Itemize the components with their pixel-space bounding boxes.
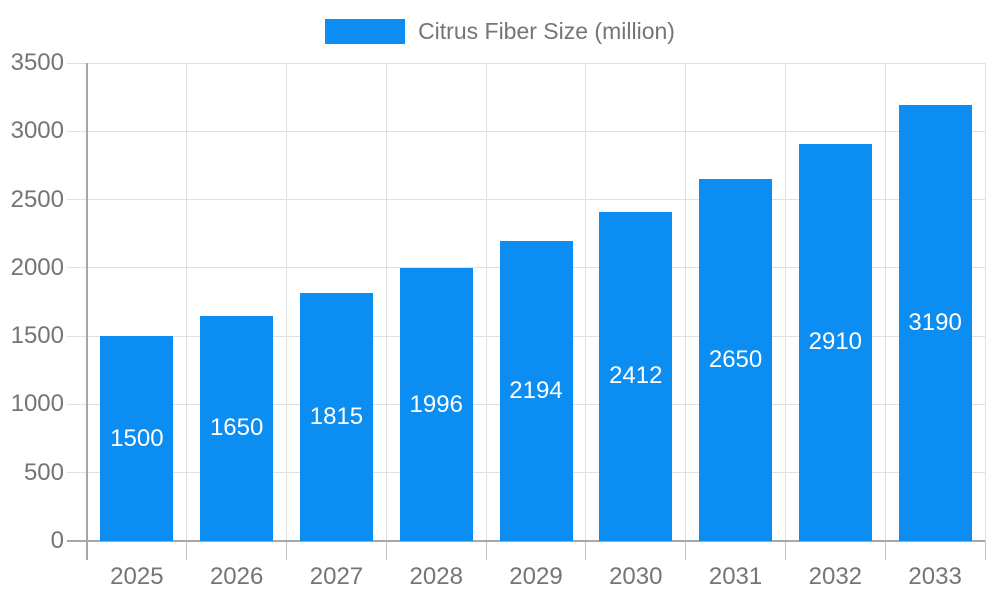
bar-value-label: 1500	[110, 424, 164, 452]
bar-value-label: 3190	[908, 309, 962, 337]
x-gridline	[984, 63, 986, 541]
legend-swatch	[325, 19, 406, 44]
bar	[399, 268, 473, 541]
x-tick-label: 2025	[110, 563, 164, 590]
x-tick-mark	[784, 541, 786, 560]
x-tick-mark	[286, 541, 288, 560]
y-tick-label: 2000	[10, 253, 64, 281]
x-tick-mark	[385, 541, 387, 560]
x-tick-label: 2028	[409, 563, 463, 590]
y-gridline	[67, 199, 985, 201]
bar	[200, 315, 274, 541]
x-axis-line	[67, 540, 985, 542]
bar	[898, 105, 972, 541]
y-tick-label: 500	[23, 458, 64, 486]
legend: Citrus Fiber Size (million)	[0, 19, 1000, 44]
bar	[798, 143, 872, 541]
x-tick-label: 2026	[209, 563, 264, 590]
bar-value-label: 2194	[509, 377, 563, 405]
y-gridline	[67, 62, 985, 64]
x-gridline	[884, 63, 886, 541]
bar-value-label: 1650	[209, 414, 264, 442]
x-tick-label: 2031	[708, 563, 763, 590]
x-gridline	[685, 63, 687, 541]
bar-value-label: 2650	[708, 346, 763, 374]
x-tick-mark	[485, 541, 487, 560]
x-tick-mark	[884, 541, 886, 560]
x-gridline	[485, 63, 487, 541]
y-tick-label: 3500	[10, 49, 64, 76]
y-tick-label: 1000	[10, 390, 64, 418]
x-gridline	[385, 63, 387, 541]
x-gridline	[186, 63, 188, 541]
x-tick-mark	[186, 541, 188, 560]
bar	[499, 241, 573, 541]
x-tick-label: 2030	[609, 563, 663, 590]
x-tick-label: 2029	[509, 563, 563, 590]
x-gridline	[286, 63, 288, 541]
bar	[599, 211, 673, 541]
bar	[699, 179, 773, 541]
y-tick-label: 3000	[10, 117, 64, 145]
y-axis-line	[86, 63, 88, 560]
legend-label: Citrus Fiber Size (million)	[418, 18, 675, 44]
bar-value-label: 2910	[808, 328, 863, 356]
bar	[299, 293, 373, 541]
bar-value-label: 1996	[409, 390, 463, 418]
x-tick-label: 2033	[908, 563, 962, 590]
bar-value-label: 1815	[309, 403, 364, 431]
y-tick-label: 0	[50, 527, 64, 554]
x-gridline	[585, 63, 587, 541]
y-gridline	[67, 130, 985, 132]
x-tick-label: 2032	[808, 563, 863, 590]
x-tick-label: 2027	[309, 563, 364, 590]
y-tick-label: 1500	[10, 322, 64, 350]
bar-value-label: 2412	[609, 362, 663, 390]
x-tick-mark	[685, 541, 687, 560]
x-tick-mark	[984, 541, 986, 560]
bar	[100, 336, 174, 541]
y-tick-label: 2500	[10, 185, 64, 213]
x-tick-mark	[585, 541, 587, 560]
x-gridline	[784, 63, 786, 541]
